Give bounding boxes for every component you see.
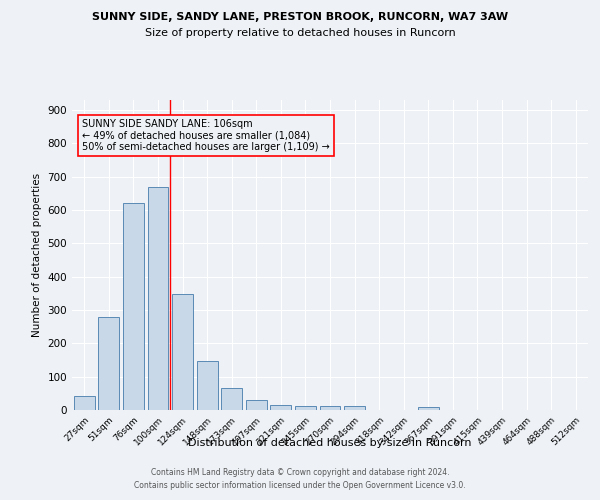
Bar bbox=[148, 186, 169, 410]
Text: SUNNY SIDE, SANDY LANE, PRESTON BROOK, RUNCORN, WA7 3AW: SUNNY SIDE, SANDY LANE, PRESTON BROOK, R… bbox=[92, 12, 508, 22]
Text: Contains HM Land Registry data © Crown copyright and database right 2024.: Contains HM Land Registry data © Crown c… bbox=[151, 468, 449, 477]
Bar bbox=[123, 204, 144, 410]
Bar bbox=[246, 400, 267, 410]
Bar bbox=[197, 360, 218, 410]
Bar bbox=[418, 406, 439, 410]
Bar bbox=[271, 405, 292, 410]
Bar bbox=[74, 396, 95, 410]
Text: Distribution of detached houses by size in Runcorn: Distribution of detached houses by size … bbox=[188, 438, 472, 448]
Bar bbox=[320, 406, 340, 410]
Bar bbox=[98, 316, 119, 410]
Text: Contains public sector information licensed under the Open Government Licence v3: Contains public sector information licen… bbox=[134, 480, 466, 490]
Text: SUNNY SIDE SANDY LANE: 106sqm
← 49% of detached houses are smaller (1,084)
50% o: SUNNY SIDE SANDY LANE: 106sqm ← 49% of d… bbox=[82, 118, 330, 152]
Y-axis label: Number of detached properties: Number of detached properties bbox=[32, 173, 42, 337]
Bar bbox=[172, 294, 193, 410]
Bar bbox=[344, 406, 365, 410]
Bar bbox=[221, 388, 242, 410]
Text: Size of property relative to detached houses in Runcorn: Size of property relative to detached ho… bbox=[145, 28, 455, 38]
Bar bbox=[295, 406, 316, 410]
